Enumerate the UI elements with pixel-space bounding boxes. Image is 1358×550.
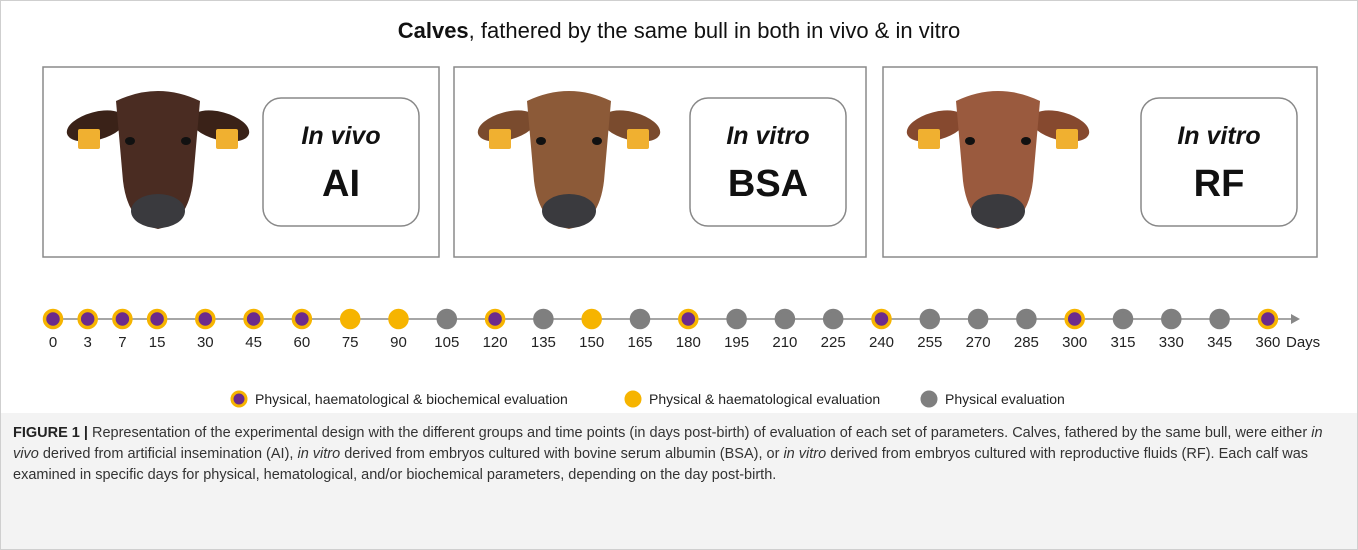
time-point [825, 311, 842, 328]
day-label: 7 [118, 334, 126, 351]
ear-tag [78, 129, 100, 149]
day-label: 90 [390, 334, 407, 351]
time-point [487, 311, 504, 328]
origin: In vitro [726, 122, 809, 150]
day-label: 240 [869, 334, 894, 351]
legend-label: Physical, haematological & biochemical e… [255, 391, 568, 407]
caption-text: in vitro [783, 446, 826, 462]
day-label: 360 [1255, 334, 1280, 351]
legend-key [626, 392, 640, 406]
caption-text: derived from embryos cultured with bovin… [344, 446, 779, 462]
day-label: 300 [1062, 334, 1087, 351]
eye [965, 137, 975, 145]
label-box [1141, 98, 1297, 226]
time-point [728, 311, 745, 328]
unit-label: Days [1286, 334, 1320, 351]
caption-text: derived from artificial insemination (AI… [43, 446, 294, 462]
caption-text: Representation of the experimental desig… [92, 425, 1307, 441]
figure: Calves, fathered by the same bull in bot… [0, 0, 1358, 550]
diagram: Calves, fathered by the same bull in bot… [1, 1, 1357, 413]
day-label: 105 [434, 334, 459, 351]
legend-label: Physical evaluation [945, 391, 1065, 407]
day-label: 255 [917, 334, 942, 351]
time-point [1066, 311, 1083, 328]
ear-tag [489, 129, 511, 149]
time-point [535, 311, 552, 328]
day-label: 30 [197, 334, 214, 351]
eye [181, 137, 191, 145]
time-point [342, 311, 359, 328]
eye [1021, 137, 1031, 145]
day-label: 150 [579, 334, 604, 351]
day-label: 60 [294, 334, 311, 351]
time-point [776, 311, 793, 328]
day-label: 135 [531, 334, 556, 351]
legend-key [922, 392, 936, 406]
time-point [438, 311, 455, 328]
origin: In vivo [301, 122, 380, 150]
legend-label: Physical & haematological evaluation [649, 391, 880, 407]
day-label: 210 [772, 334, 797, 351]
time-point [583, 311, 600, 328]
time-point [197, 311, 214, 328]
title-bold: Calves [398, 18, 469, 43]
day-label: 3 [84, 334, 92, 351]
time-point [293, 311, 310, 328]
ear-tag [216, 129, 238, 149]
time-point [149, 311, 166, 328]
group: RF [1194, 163, 1245, 205]
time-point [1259, 311, 1276, 328]
time-point [873, 311, 890, 328]
day-label: 330 [1159, 334, 1184, 351]
ear-tag [1056, 129, 1078, 149]
label-box [263, 98, 419, 226]
time-point [1018, 311, 1035, 328]
origin: In vitro [1177, 122, 1260, 150]
time-point [680, 311, 697, 328]
time-point [1211, 311, 1228, 328]
muzzle [542, 194, 596, 228]
day-label: 75 [342, 334, 359, 351]
time-point [45, 311, 62, 328]
day-label: 45 [245, 334, 262, 351]
legend-key [232, 392, 246, 406]
time-point [1163, 311, 1180, 328]
day-label: 165 [627, 334, 652, 351]
day-label: 345 [1207, 334, 1232, 351]
day-label: 270 [966, 334, 991, 351]
caption-text: in vitro [297, 446, 340, 462]
caption-label: FIGURE 1 | [13, 425, 88, 441]
caption: FIGURE 1 | Representation of the experim… [1, 413, 1357, 549]
title-rest: , fathered by the same bull in both in v… [469, 18, 961, 43]
day-label: 285 [1014, 334, 1039, 351]
day-label: 0 [49, 334, 57, 351]
muzzle [131, 194, 185, 228]
time-point [114, 311, 131, 328]
day-label: 120 [483, 334, 508, 351]
time-point [1115, 311, 1132, 328]
day-label: 225 [821, 334, 846, 351]
time-point [970, 311, 987, 328]
axis-arrow [1291, 314, 1300, 324]
time-point [921, 311, 938, 328]
muzzle [971, 194, 1025, 228]
eye [125, 137, 135, 145]
ear-tag [918, 129, 940, 149]
eye [592, 137, 602, 145]
eye [536, 137, 546, 145]
ear-tag [627, 129, 649, 149]
time-point [245, 311, 262, 328]
day-label: 195 [724, 334, 749, 351]
time-point [390, 311, 407, 328]
day-label: 15 [149, 334, 166, 351]
day-label: 180 [676, 334, 701, 351]
group: BSA [728, 163, 808, 205]
time-point [79, 311, 96, 328]
day-label: 315 [1110, 334, 1135, 351]
title: Calves, fathered by the same bull in bot… [398, 18, 961, 43]
label-box [690, 98, 846, 226]
group: AI [322, 163, 360, 205]
time-point [632, 311, 649, 328]
